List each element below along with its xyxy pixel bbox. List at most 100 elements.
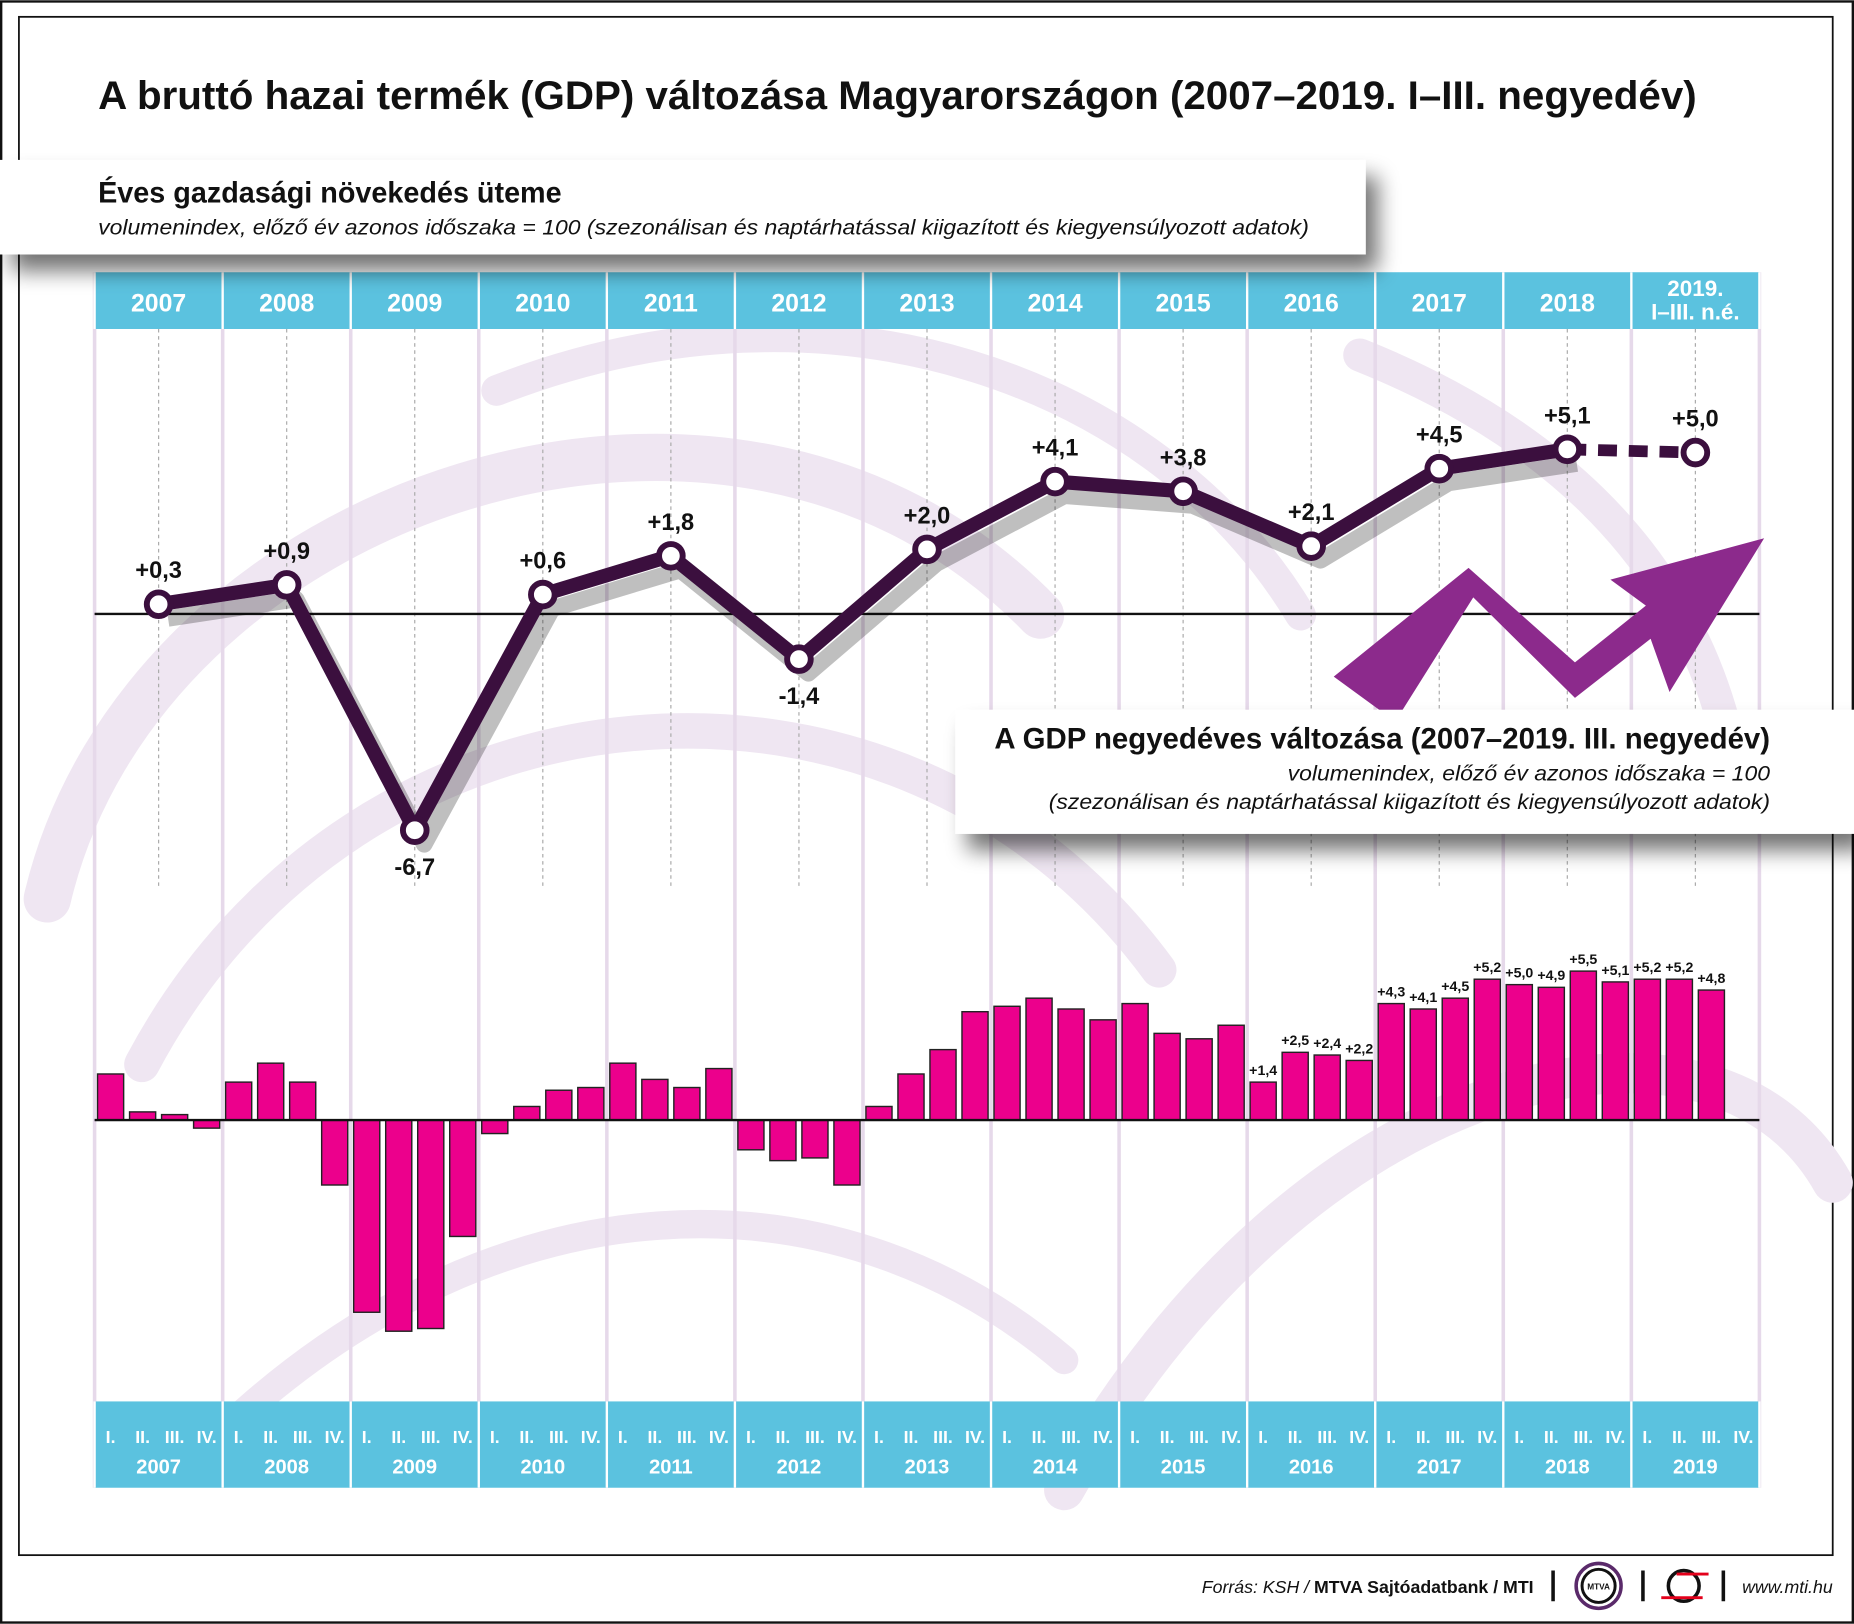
quarter-tick-label: IV. — [1733, 1427, 1753, 1447]
quarterly-data-label: +4,1 — [1409, 990, 1437, 1006]
quarterly-bar — [224, 1081, 253, 1121]
quarterly-bar — [1537, 986, 1566, 1121]
quarter-tick-label: III. — [421, 1427, 441, 1447]
quarter-axis-band — [94, 1401, 1760, 1488]
quarterly-bar — [897, 1073, 925, 1121]
year-header-label: 2019. — [1667, 276, 1723, 301]
quarterly-bar — [993, 1005, 1021, 1121]
quarterly-bar — [1313, 1054, 1341, 1121]
annual-data-label: -1,4 — [779, 684, 821, 710]
quarter-tick-label: IV. — [197, 1427, 217, 1447]
annual-data-point — [1552, 434, 1583, 465]
annual-data-point — [399, 815, 430, 846]
quarterly-data-label: +4,8 — [1697, 971, 1725, 987]
year-header-label: 2011 — [644, 290, 698, 317]
quarterly-bar — [1153, 1032, 1181, 1121]
source-text: Forrás: KSH / MTVA Sajtóadatbank / MTI — [1202, 1577, 1534, 1597]
quarter-tick-label: III. — [1573, 1427, 1593, 1447]
quarter-tick-label: I. — [362, 1427, 372, 1447]
quarterly-bar — [1057, 1008, 1085, 1121]
annual-data-label: +5,1 — [1544, 403, 1591, 429]
annual-data-point — [1040, 466, 1070, 497]
quarter-tick-label: II. — [1672, 1427, 1687, 1447]
annual-line-estimate-dashed — [1567, 443, 1696, 459]
quarterly-data-label: +2,4 — [1313, 1036, 1341, 1052]
annual-box-subtitle: volumenindex, előző év azonos időszaka =… — [98, 215, 1309, 239]
quarter-tick-label: III. — [549, 1427, 569, 1447]
quarterly-data-label: +1,4 — [1249, 1063, 1277, 1079]
quarter-tick-label: III. — [1317, 1427, 1337, 1447]
quarter-tick-label: II. — [1288, 1427, 1303, 1447]
quarterly-bar — [865, 1105, 893, 1121]
quarter-tick-label: III. — [293, 1427, 313, 1447]
quarterly-bar — [769, 1119, 797, 1162]
quarter-tick-label: II. — [776, 1427, 791, 1447]
year-tick-label: 2008 — [264, 1457, 309, 1479]
quarter-tick-label: IV. — [1221, 1427, 1241, 1447]
quarter-tick-label: II. — [647, 1427, 662, 1447]
quarterly-bar — [320, 1119, 349, 1186]
annual-data-point — [1168, 476, 1198, 507]
quarter-tick-label: II. — [1032, 1427, 1047, 1447]
quarter-tick-label: IV. — [325, 1427, 345, 1447]
quarterly-data-label: +4,5 — [1441, 979, 1469, 995]
quarterly-bar — [192, 1119, 221, 1129]
quarter-tick-label: IV. — [1093, 1427, 1113, 1447]
quarterly-bar — [1633, 978, 1662, 1121]
quarter-tick-label: III. — [1445, 1427, 1465, 1447]
year-tick-label: 2013 — [905, 1457, 950, 1479]
quarterly-data-label: +5,2 — [1473, 960, 1501, 976]
year-header-label: 2016 — [1284, 290, 1339, 317]
annual-data-point — [912, 534, 942, 565]
quarter-tick-label: IV. — [1605, 1427, 1625, 1447]
quarter-tick-label: IV. — [709, 1427, 729, 1447]
annual-data-point — [784, 644, 814, 674]
annual-data-label: +0,9 — [263, 539, 310, 565]
quarterly-bar — [1505, 983, 1534, 1121]
quarterly-bar — [1249, 1081, 1277, 1121]
quarter-tick-label: III. — [1702, 1427, 1722, 1447]
website-link[interactable]: www.mti.hu — [1742, 1577, 1833, 1597]
quarterly-bar — [1345, 1059, 1373, 1121]
quarterly-bar — [96, 1073, 125, 1121]
quarterly-bar — [288, 1081, 317, 1121]
annual-data-point — [1680, 437, 1711, 468]
annual-data-label: +5,0 — [1672, 407, 1719, 433]
quarter-tick-label: I. — [234, 1427, 244, 1447]
quarterly-bar — [481, 1119, 509, 1135]
quarter-tick-label: II. — [519, 1427, 534, 1447]
year-tick-label: 2019 — [1673, 1457, 1718, 1479]
footer-divider — [1551, 1570, 1555, 1602]
year-header-label: 2009 — [387, 290, 442, 317]
quarter-tick-label: II. — [904, 1427, 919, 1447]
mtva-logo: MTVA — [1574, 1561, 1623, 1611]
quarterly-change-legend-box: A GDP negyedéves változása (2007–2019. I… — [955, 709, 1854, 834]
year-tick-label: 2011 — [649, 1457, 693, 1479]
annual-data-point — [271, 570, 302, 600]
quarter-tick-label: III. — [805, 1427, 825, 1447]
year-header-label: 2008 — [259, 290, 314, 317]
quarter-tick-label: IV. — [581, 1427, 601, 1447]
quarter-tick-label: II. — [1544, 1427, 1559, 1447]
annual-data-point — [656, 541, 686, 571]
annual-data-label: +0,6 — [519, 549, 566, 575]
quarter-tick-label: I. — [618, 1427, 628, 1447]
quarter-tick-label: III. — [933, 1427, 953, 1447]
quarterly-bar — [577, 1086, 605, 1121]
quarter-tick-label: I. — [1642, 1427, 1652, 1447]
year-header-label: 2010 — [515, 290, 570, 317]
year-header-label: 2012 — [771, 290, 826, 317]
quarter-tick-label: I. — [1258, 1427, 1268, 1447]
year-header-label: 2007 — [131, 290, 186, 317]
annual-growth-line — [157, 442, 1569, 838]
year-tick-label: 2009 — [392, 1457, 437, 1479]
quarterly-bar — [1185, 1038, 1213, 1121]
quarterly-bar — [801, 1119, 829, 1159]
quarterly-bar — [737, 1119, 765, 1151]
annual-data-label: +1,8 — [648, 510, 695, 536]
quarter-tick-label: II. — [263, 1427, 278, 1447]
quarter-tick-label: IV. — [1477, 1427, 1497, 1447]
year-header-label: 2015 — [1156, 290, 1211, 317]
annual-data-label: +2,0 — [904, 503, 951, 529]
quarter-tick-label: IV. — [1349, 1427, 1369, 1447]
